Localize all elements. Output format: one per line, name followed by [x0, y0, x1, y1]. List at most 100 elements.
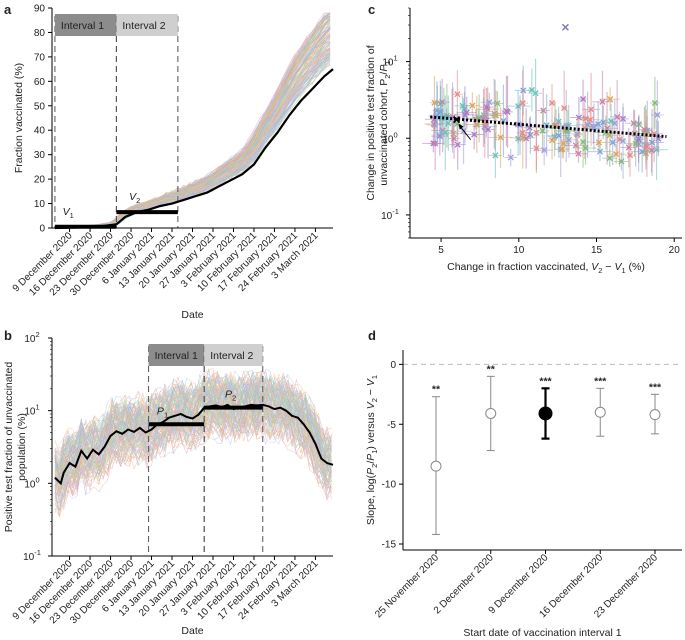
data-point: [606, 155, 613, 162]
data-point: [632, 140, 639, 147]
data-point: [548, 137, 556, 144]
y-axis-label-a: Fraction vaccinated (%): [13, 63, 25, 173]
cohort-line: [54, 32, 331, 229]
cohort-line: [54, 30, 331, 229]
data-point: [575, 150, 582, 157]
y-tick-label-a: 20: [34, 175, 46, 186]
y-tick-label-d: -10: [382, 480, 397, 491]
significance-label: ***: [649, 381, 662, 393]
scatter-points-c: [422, 23, 668, 180]
data-point: [596, 148, 604, 155]
cohort-line: [54, 58, 331, 229]
panel-label-b: b: [4, 328, 12, 343]
cohort-line: [54, 415, 332, 517]
data-point: [471, 131, 478, 138]
data-point: [607, 96, 614, 103]
data-point: [582, 115, 589, 122]
y-tick-label-c: 100: [382, 130, 397, 145]
y-axis-label-d: Slope, log(P2/P1) versus V2 − V1: [365, 375, 379, 525]
cohort-line: [54, 412, 332, 499]
data-point: [654, 111, 661, 118]
y-tick-label-b: 100: [24, 475, 39, 490]
y-tick-label-b: 102: [24, 330, 39, 345]
data-point: [582, 144, 589, 152]
y-tick-label-c: 101: [382, 54, 397, 69]
cohort-line: [54, 14, 331, 229]
data-point: [492, 152, 499, 159]
data-point: [538, 406, 553, 421]
y-tick-label-a: 10: [34, 199, 46, 210]
data-point: [641, 126, 648, 133]
panel-label-c: c: [368, 2, 375, 17]
data-point: [500, 117, 507, 124]
y-tick-label-d: -5: [387, 420, 396, 431]
highlight-point: [452, 115, 461, 124]
y-tick-label-a: 50: [34, 101, 46, 112]
cohort-line: [54, 33, 331, 229]
interval-value-label: P1: [157, 405, 168, 419]
data-point: [588, 106, 595, 113]
data-point: [599, 98, 606, 105]
data-point: [492, 112, 500, 119]
data-point: [649, 409, 661, 421]
interval-label-1: Interval 1: [61, 20, 104, 32]
y-tick-label-d: -15: [382, 540, 397, 551]
data-point: [532, 90, 539, 97]
x-tick-label-d: 9 December 2020: [487, 552, 551, 616]
data-point: [609, 139, 616, 146]
interval-value-label: V1: [63, 206, 74, 220]
x-tick-label-c: 5: [438, 245, 444, 256]
data-point: [548, 99, 556, 107]
x-tick-label-c: 15: [591, 245, 603, 256]
data-point: [507, 154, 514, 161]
data-point: [540, 107, 547, 114]
data-point: [486, 99, 493, 106]
y-tick-label-a: 80: [34, 28, 46, 39]
data-point: [461, 111, 468, 118]
data-point: [573, 130, 580, 137]
data-point: [519, 129, 526, 136]
data-point: [431, 99, 438, 106]
cohort-line: [54, 393, 332, 490]
cohort-line: [54, 34, 331, 229]
cohort-line: [54, 33, 331, 229]
x-axis-label-d: Start date of vaccination interval 1: [463, 627, 621, 639]
cohort-line: [54, 389, 332, 478]
interval-box-2: [204, 344, 263, 366]
data-point: [595, 139, 602, 146]
y-tick-label-a: 0: [39, 224, 45, 235]
data-point: [445, 120, 452, 127]
significance-label: ***: [539, 375, 552, 387]
data-point: [643, 143, 650, 150]
y-tick-label-d: 0: [390, 360, 396, 371]
interval-value-label: P2: [225, 389, 236, 403]
data-point: [459, 102, 466, 109]
data-point: [651, 99, 658, 106]
x-axis-label-a: Date: [181, 309, 203, 321]
interval-label-2: Interval 2: [210, 350, 253, 362]
cohort-line: [54, 37, 331, 229]
data-point: [469, 102, 476, 109]
highlight-arrowhead: [458, 123, 464, 130]
cohort-line: [54, 37, 331, 229]
y-tick-label-b: 101: [24, 403, 39, 418]
fit-line-c: [430, 115, 667, 139]
cohort-lines-a: [54, 12, 331, 229]
y-tick-label-a: 40: [34, 126, 46, 137]
panel-a: a Interval 1 V1 Interval 2 V2 0 10 20 30 40 50 60 70…: [4, 2, 334, 321]
cohort-line: [54, 410, 332, 512]
x-axis-label-b: Date: [181, 625, 203, 637]
mean-line-a: [54, 68, 334, 230]
cohort-line: [54, 35, 331, 229]
data-point: [485, 407, 497, 419]
data-point: [504, 108, 511, 115]
cohort-line: [54, 378, 332, 474]
data-point: [635, 136, 642, 143]
y-tick-label-a: 30: [34, 150, 46, 161]
y-tick-label-a: 60: [34, 77, 46, 88]
y-tick-label-b: 10-1: [23, 548, 41, 563]
data-point: [594, 406, 606, 418]
cohort-line: [54, 376, 332, 470]
